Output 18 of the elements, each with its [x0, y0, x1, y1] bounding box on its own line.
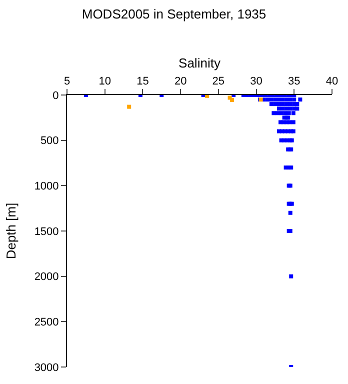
x-tick-label: 20	[174, 76, 187, 88]
y-tick-label: 2000	[34, 271, 59, 284]
x-tick-label: 5	[64, 76, 70, 88]
x-tick-label: 35	[288, 76, 300, 88]
x-tick-label: 10	[98, 76, 111, 88]
y-tick-label: 3000	[34, 362, 59, 374]
y-tick-label: 1500	[34, 226, 59, 238]
chart-title: MODS2005 in September, 1935	[82, 6, 266, 22]
x-axis-title: Salinity	[178, 56, 221, 71]
y-axis-title: Depth [m]	[3, 202, 18, 260]
x-tick-label: 15	[136, 76, 149, 88]
x-tick-label: 40	[326, 76, 338, 88]
x-tick-label: 25	[212, 76, 225, 88]
y-tick-label: 2500	[34, 316, 59, 329]
x-tick-label: 30	[250, 76, 262, 88]
y-tick-label: 500	[40, 135, 59, 148]
y-tick-label: 1000	[34, 180, 59, 193]
y-tick-label: 0	[52, 90, 59, 102]
